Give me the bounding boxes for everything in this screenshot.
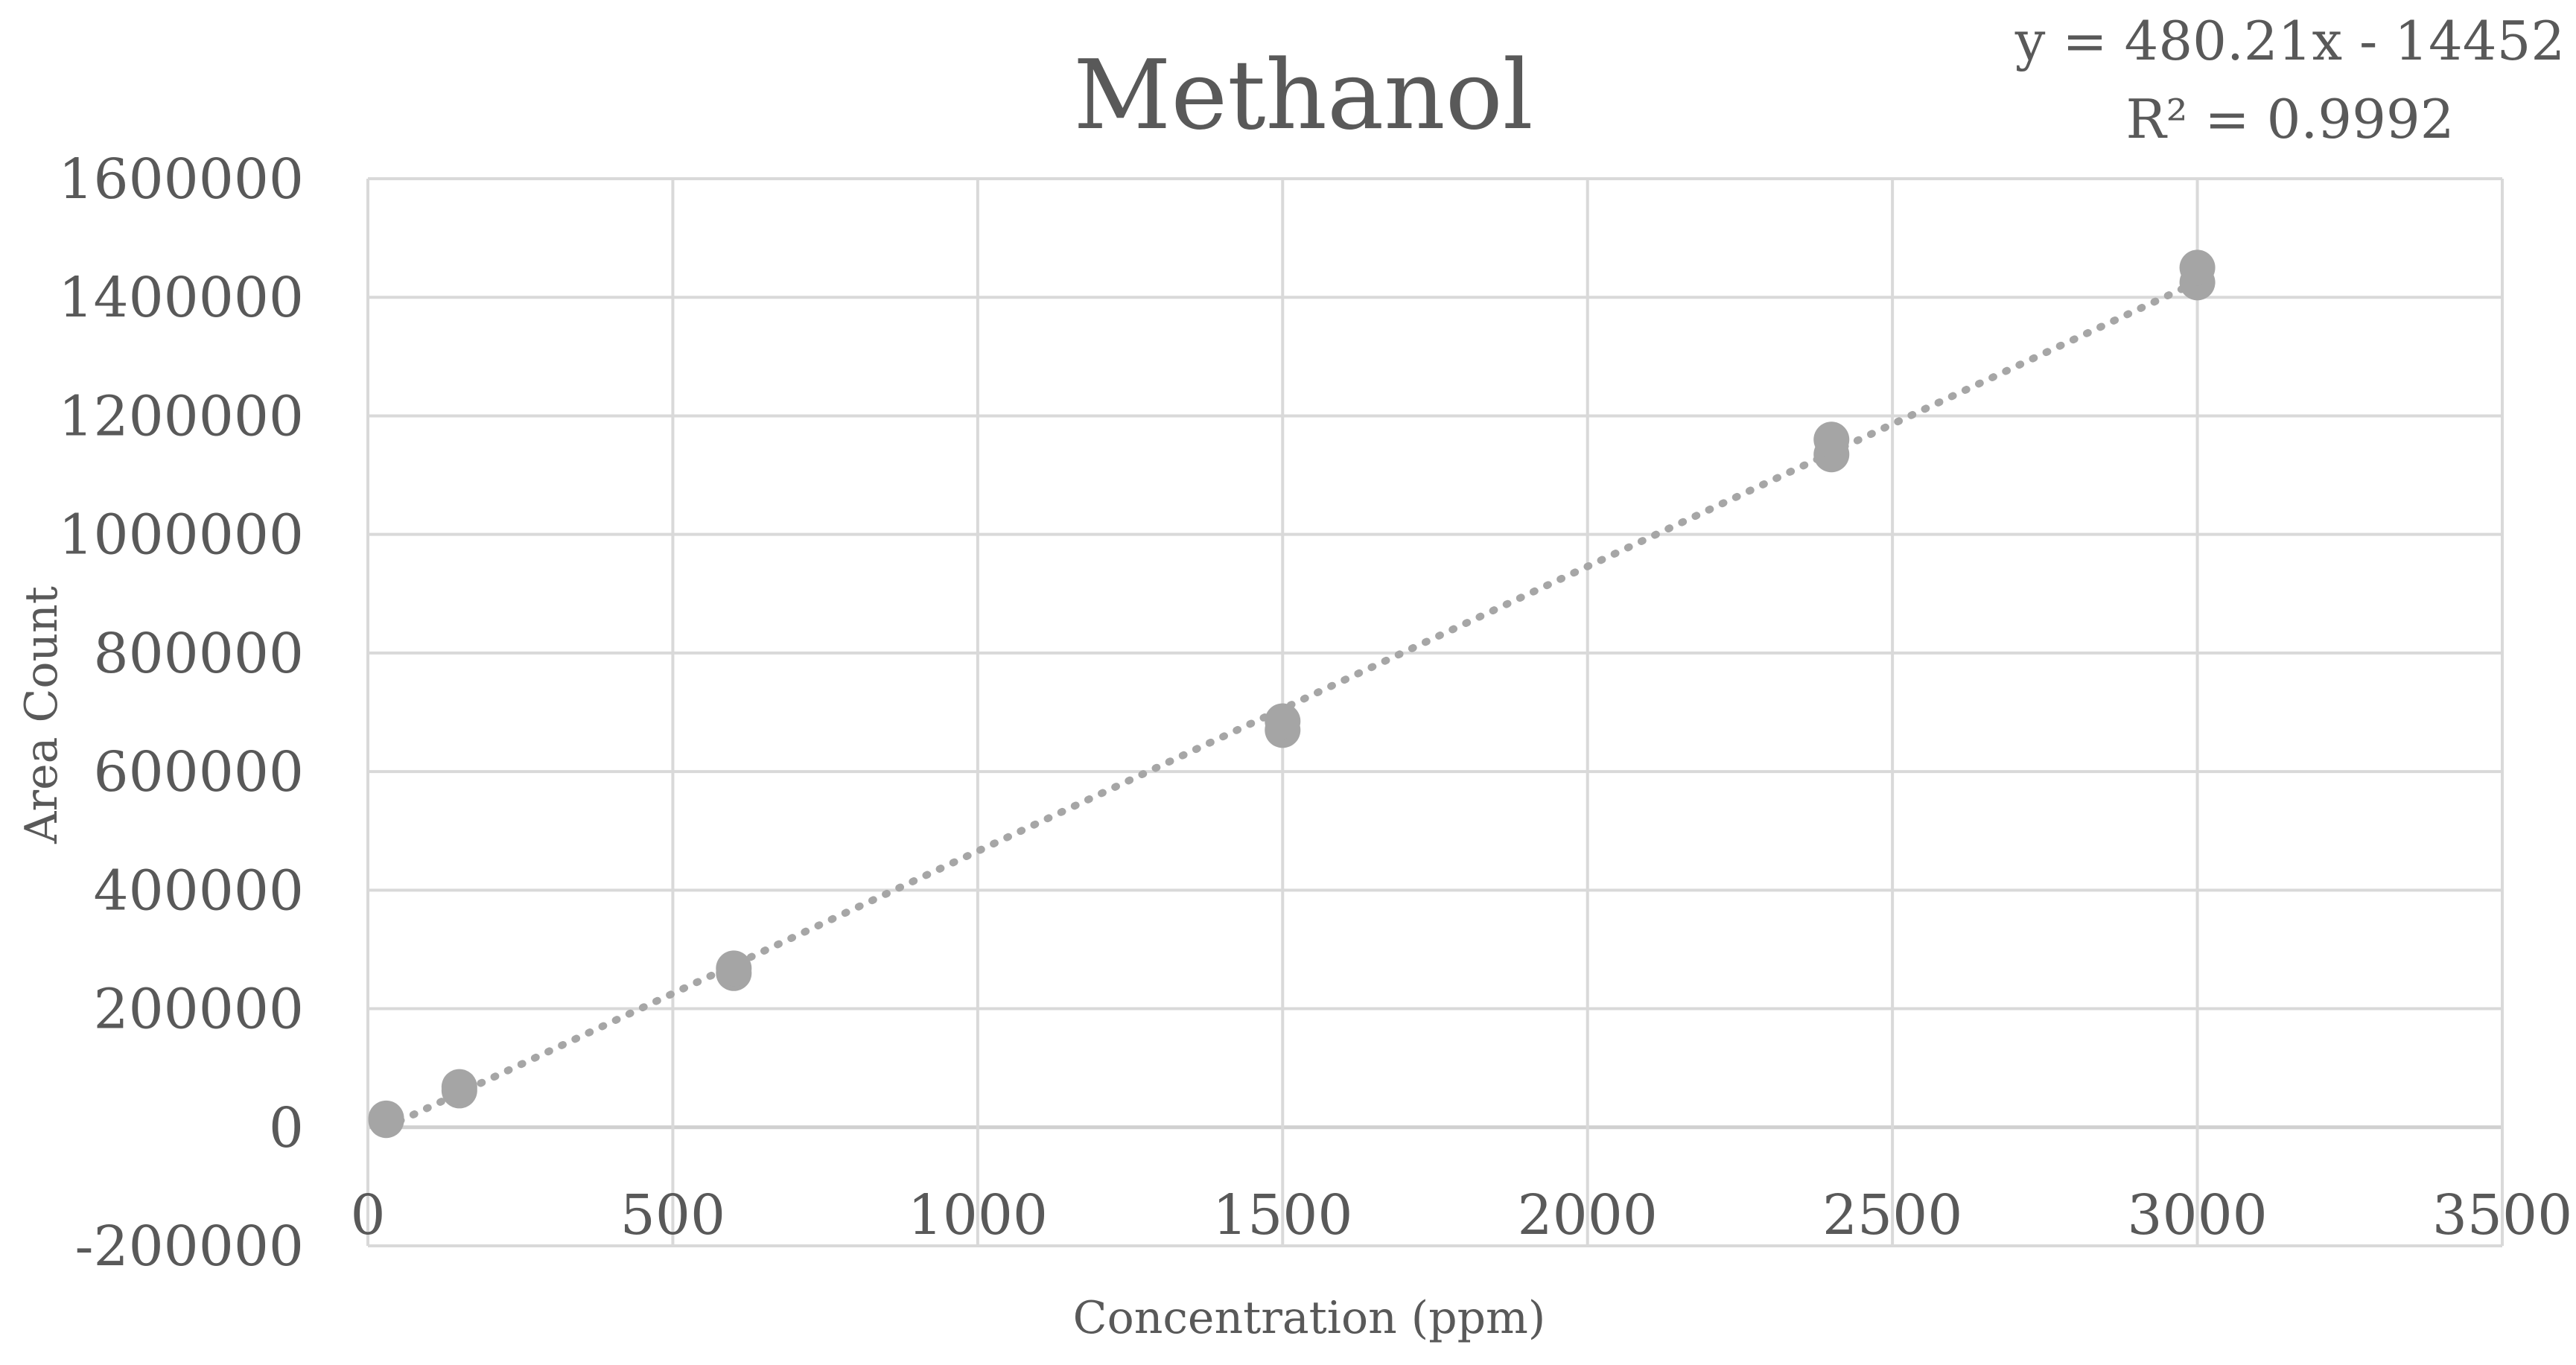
trendline-equation: y = 480.21x - 14452 — [2014, 10, 2565, 72]
x-tick-label: 1500 — [1212, 1183, 1352, 1247]
x-tick-label: 1000 — [908, 1183, 1048, 1247]
data-point — [1265, 703, 1301, 739]
x-tick-label: 3000 — [2127, 1183, 2267, 1247]
gridlines — [366, 177, 2504, 1247]
chart-title: Methanol — [1073, 40, 1533, 151]
linear-trendline — [382, 278, 2201, 1131]
x-tick-label: 3500 — [2432, 1183, 2572, 1247]
x-tick-label: 2500 — [1822, 1183, 1962, 1247]
x-tick-label: 0 — [350, 1183, 385, 1247]
data-point — [2179, 249, 2216, 286]
tick-labels: -200000 0 200000 400000 600000 800000 1000000 1… — [58, 147, 2572, 1279]
y-tick-label: 0 — [269, 1096, 304, 1160]
y-tick-label: 200000 — [94, 978, 305, 1042]
x-axis-title: Concentration (ppm) — [1073, 1292, 1546, 1344]
y-tick-label: 800000 — [94, 622, 305, 686]
y-axis-title: Area Count — [16, 586, 68, 844]
data-point — [1813, 421, 1850, 458]
data-points — [368, 249, 2216, 1139]
trendline-layer — [382, 278, 2201, 1131]
x-tick-label: 500 — [620, 1183, 725, 1247]
y-tick-label: 1000000 — [58, 503, 304, 567]
y-tick-label: 600000 — [94, 740, 305, 804]
trendline-r-squared: R² = 0.9992 — [2125, 88, 2454, 150]
data-point — [716, 950, 752, 987]
y-tick-label: 1400000 — [58, 266, 304, 330]
y-tick-label: 1200000 — [58, 384, 304, 448]
data-point — [441, 1069, 477, 1105]
x-tick-label: 2000 — [1518, 1183, 1658, 1247]
y-tick-label: -200000 — [75, 1215, 305, 1279]
data-point — [368, 1100, 404, 1136]
y-tick-label: 1600000 — [58, 147, 304, 211]
y-tick-label: 400000 — [94, 859, 305, 923]
